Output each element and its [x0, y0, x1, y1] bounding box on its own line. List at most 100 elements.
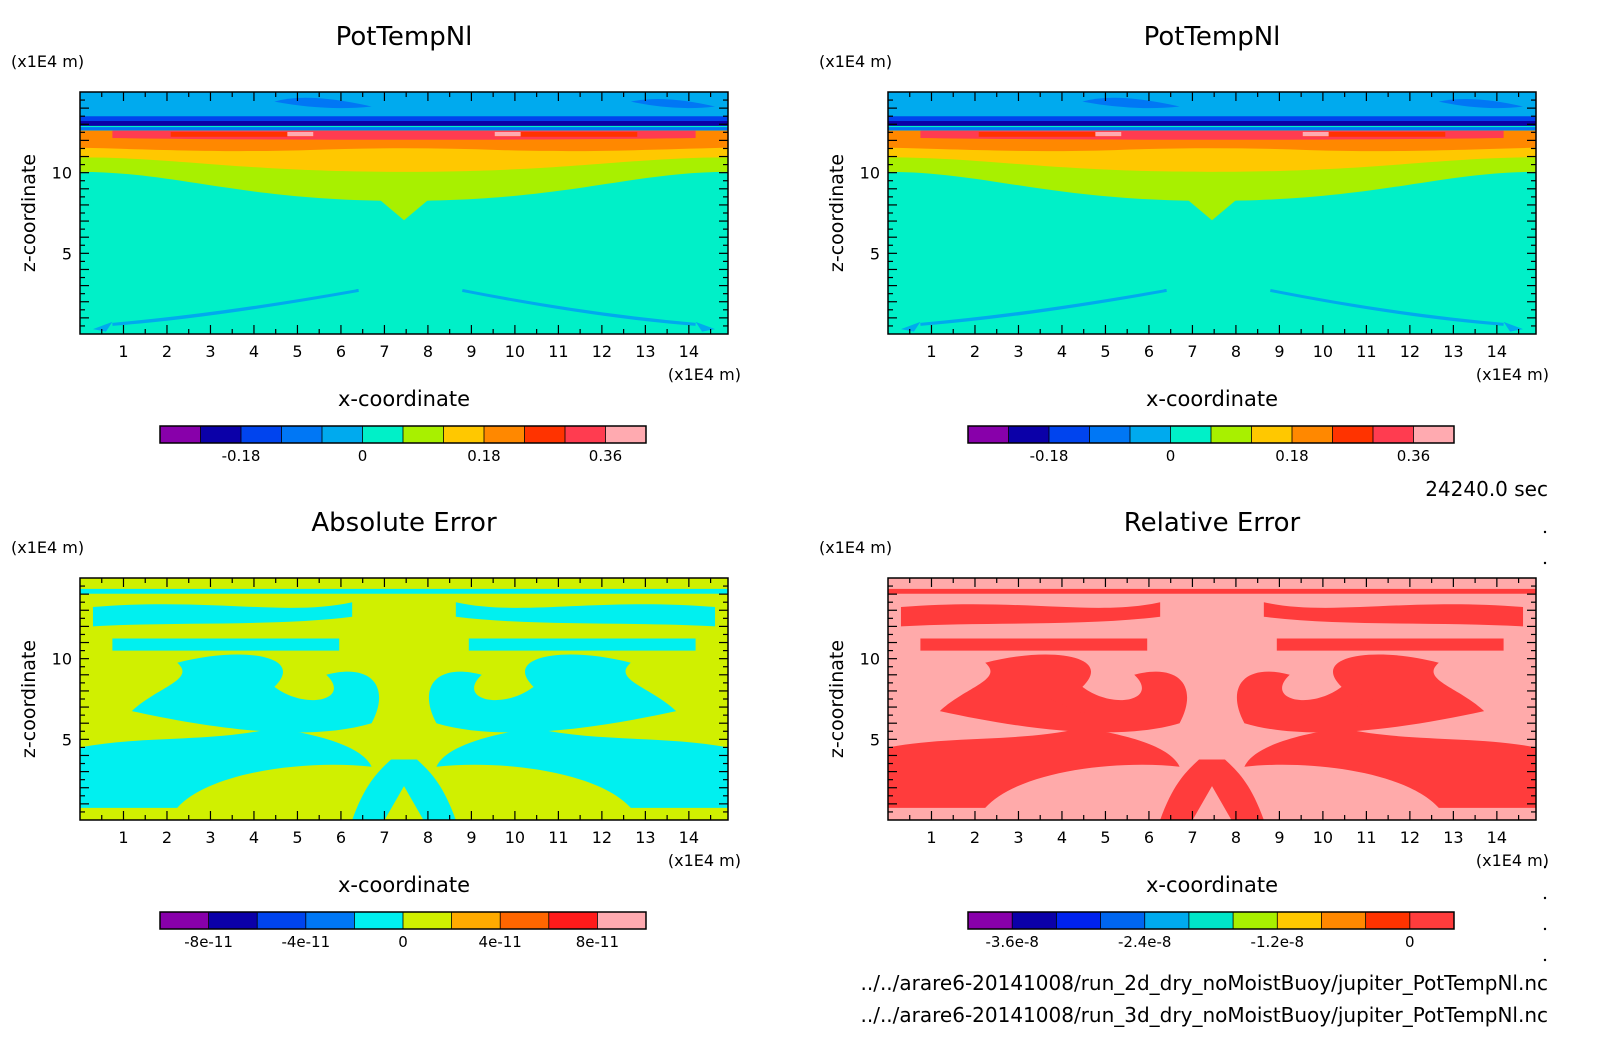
- colorbar-swatch: [524, 426, 566, 443]
- chart-title: PotTempNl: [1144, 22, 1281, 52]
- x-tick-label: 8: [423, 342, 433, 361]
- x-tick-label: 11: [1356, 342, 1376, 361]
- colorbar-swatch: [1056, 912, 1102, 929]
- chart-title: Relative Error: [1124, 508, 1301, 538]
- colorbar-swatch: [1321, 912, 1367, 929]
- colorbar-tick-label: 0.18: [1275, 447, 1308, 465]
- x-tick-label: 13: [635, 342, 655, 361]
- colorbar-swatch: [1365, 912, 1411, 929]
- x-tick-label: 13: [1443, 342, 1463, 361]
- colorbar-swatch: [968, 912, 1013, 929]
- colorbar-swatch: [403, 426, 444, 443]
- x-tick-label: 13: [635, 828, 655, 847]
- colorbar-swatch: [605, 426, 647, 443]
- x-tick-label: 11: [1356, 828, 1376, 847]
- colorbar-frame: [967, 911, 1455, 930]
- colorbar-swatch: [322, 426, 363, 443]
- x-tick-label: 7: [379, 828, 389, 847]
- x-tick-label: 2: [970, 342, 980, 361]
- colorbar-frame: [967, 425, 1455, 444]
- y-tick-label: 5: [62, 730, 72, 749]
- field-fill: [80, 578, 728, 820]
- y-unit-label: (x1E4 m): [11, 538, 84, 557]
- colorbar-swatch: [1413, 426, 1455, 443]
- colorbar-tick-label: 0: [398, 933, 408, 951]
- colorbar-tick-label: -4e-11: [281, 933, 330, 951]
- colorbar-swatch: [1100, 912, 1146, 929]
- colorbar-swatch: [451, 912, 501, 929]
- x-tick-label: 14: [679, 342, 699, 361]
- field-fill: [80, 92, 728, 334]
- x-tick-label: 4: [249, 342, 259, 361]
- colorbar-swatch: [200, 426, 242, 443]
- colorbar-swatch: [1409, 912, 1455, 929]
- x-tick-label: 1: [926, 342, 936, 361]
- x-tick-label: 9: [466, 342, 476, 361]
- x-tick-label: 6: [336, 828, 346, 847]
- file-path-1: ../../arare6-20141008/run_2d_dry_noMoist…: [860, 971, 1548, 995]
- x-tick-label: 10: [505, 342, 525, 361]
- colorbar-swatch: [500, 912, 550, 929]
- x-tick-label: 9: [466, 828, 476, 847]
- colorbar-tick-label: 4e-11: [479, 933, 522, 951]
- colorbar-swatch: [443, 426, 485, 443]
- x-tick-label: 1: [118, 828, 128, 847]
- colorbar-swatch: [1144, 912, 1190, 929]
- colorbar-swatch: [241, 426, 282, 443]
- x-tick-label: 10: [1313, 342, 1333, 361]
- colorbar-frame: [159, 425, 647, 444]
- colorbar-swatch: [1373, 426, 1414, 443]
- x-tick-label: 14: [1487, 342, 1507, 361]
- colorbar-swatch: [1049, 426, 1090, 443]
- colorbar-swatch: [362, 426, 404, 443]
- colorbar-swatch: [208, 912, 258, 929]
- colorbar-frame: [159, 911, 647, 930]
- colorbar: -0.18 0 0.18 0.36: [967, 425, 1455, 465]
- colorbar-swatch: [160, 912, 210, 929]
- x-tick-label: 4: [1057, 828, 1067, 847]
- colorbar-tick-label: 0: [358, 447, 368, 465]
- y-tick-label: 10: [52, 650, 72, 669]
- colorbar-swatch: [305, 912, 355, 929]
- x-tick-label: 4: [249, 828, 259, 847]
- file-path-2: ../../arare6-20141008/run_3d_dry_noMoist…: [860, 1003, 1548, 1027]
- x-tick-label: 3: [1013, 342, 1023, 361]
- x-tick-label: 5: [292, 828, 302, 847]
- x-tick-label: 9: [1274, 342, 1284, 361]
- y-axis-label: z-coordinate: [18, 640, 40, 758]
- colorbar-swatch: [597, 912, 647, 929]
- x-tick-label: 2: [162, 828, 172, 847]
- colorbar-tick-label: -8e-11: [184, 933, 233, 951]
- x-tick-label: 13: [1443, 828, 1463, 847]
- colorbar-swatch: [1170, 426, 1212, 443]
- colorbar-tick-label: -0.18: [222, 447, 261, 465]
- chart-title: PotTempNl: [336, 22, 473, 52]
- x-tick-label: 5: [1100, 828, 1110, 847]
- field-fill: [888, 578, 1536, 820]
- x-unit-label: (x1E4 m): [668, 365, 741, 384]
- y-tick-label: 5: [62, 244, 72, 263]
- y-axis-label: z-coordinate: [18, 154, 40, 272]
- colorbar-swatch: [1332, 426, 1374, 443]
- colorbar-tick-label: -0.18: [1030, 447, 1069, 465]
- x-tick-label: 7: [1187, 828, 1197, 847]
- x-tick-label: 10: [1313, 828, 1333, 847]
- colorbar-swatch: [968, 426, 1009, 443]
- x-tick-label: 5: [292, 342, 302, 361]
- x-tick-label: 11: [548, 828, 568, 847]
- x-tick-label: 8: [1231, 342, 1241, 361]
- colorbar-swatch: [1233, 912, 1278, 929]
- x-tick-label: 3: [205, 342, 215, 361]
- colorbar-swatch: [1089, 426, 1131, 443]
- colorbar-tick-label: -1.2e-8: [1251, 933, 1304, 951]
- colorbar: -3.6e-8 -2.4e-8 -1.2e-8 0: [967, 911, 1455, 951]
- colorbar-swatch: [1012, 912, 1057, 929]
- x-axis-label: x-coordinate: [1146, 873, 1278, 897]
- x-tick-label: 10: [505, 828, 525, 847]
- x-tick-label: 6: [1144, 342, 1154, 361]
- x-tick-label: 8: [423, 828, 433, 847]
- colorbar-swatch: [1130, 426, 1171, 443]
